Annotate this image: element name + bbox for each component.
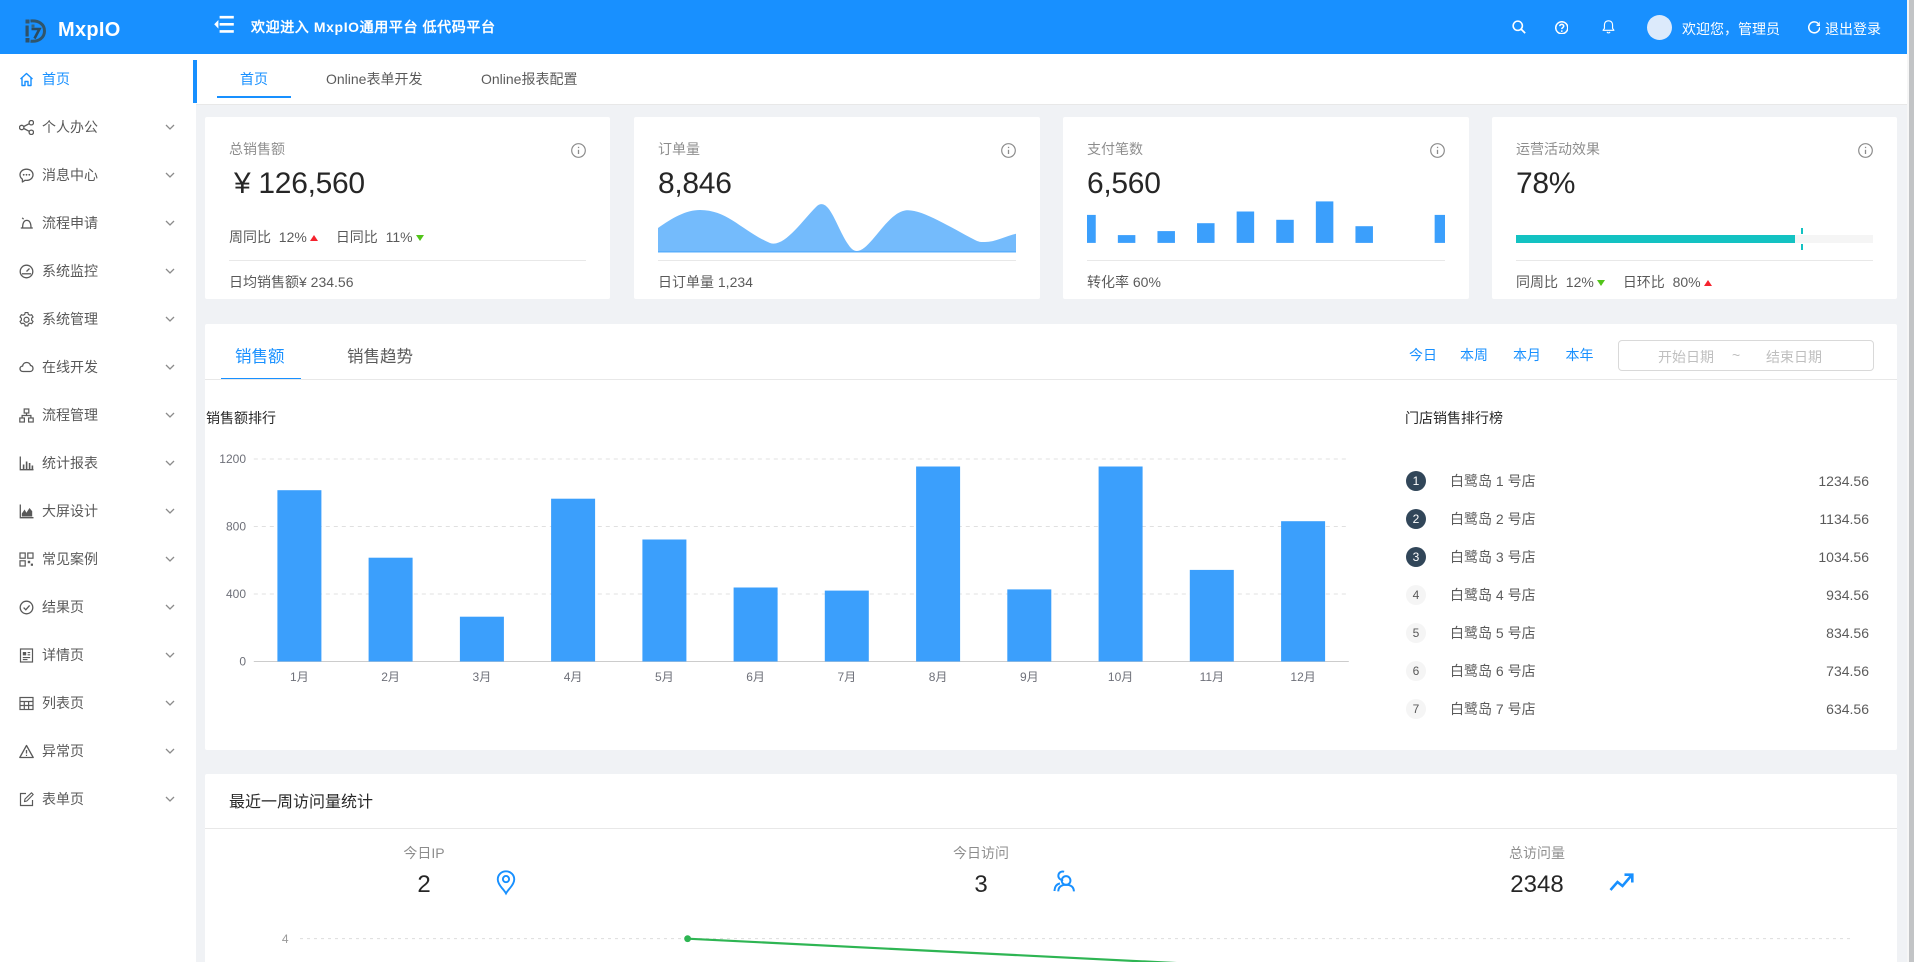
svg-text:0: 0 (239, 655, 246, 669)
svg-text:7月: 7月 (837, 670, 856, 684)
svg-text:8月: 8月 (929, 670, 948, 684)
svg-text:1200: 1200 (219, 452, 246, 466)
svg-text:400: 400 (226, 587, 246, 601)
svg-text:10月: 10月 (1108, 670, 1133, 684)
svg-text:3月: 3月 (473, 670, 492, 684)
svg-text:4月: 4月 (564, 670, 583, 684)
svg-text:5月: 5月 (655, 670, 674, 684)
svg-text:9月: 9月 (1020, 670, 1039, 684)
svg-text:4: 4 (282, 932, 289, 946)
svg-text:6月: 6月 (746, 670, 765, 684)
svg-text:11月: 11月 (1200, 670, 1224, 684)
svg-text:800: 800 (226, 520, 246, 534)
svg-text:12月: 12月 (1290, 670, 1315, 684)
svg-text:2月: 2月 (381, 670, 400, 684)
svg-text:1月: 1月 (290, 670, 309, 684)
